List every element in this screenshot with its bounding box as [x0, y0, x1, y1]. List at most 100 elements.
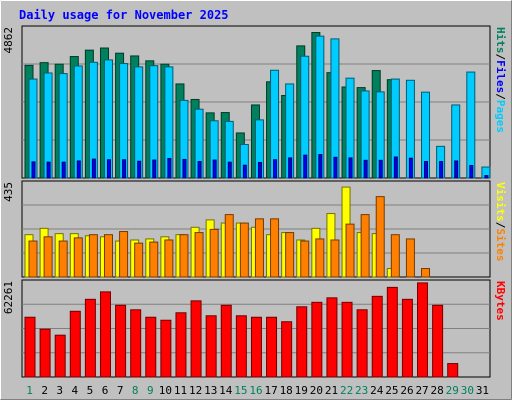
bar: [315, 238, 325, 278]
bar: [326, 297, 338, 378]
legend-entry: /: [494, 93, 507, 100]
x-tick-label: 24: [370, 384, 384, 397]
x-tick-label: 2: [41, 384, 48, 397]
bar: [134, 242, 144, 278]
x-tick-label: 14: [219, 384, 233, 397]
bar: [330, 239, 340, 278]
bar: [363, 159, 368, 179]
bar: [76, 160, 81, 179]
x-tick-label: 13: [204, 384, 217, 397]
x-tick-label: 31: [476, 384, 489, 397]
bar: [61, 161, 66, 179]
bar: [43, 236, 53, 278]
bar: [190, 300, 202, 378]
bar: [285, 232, 295, 278]
legend-entry: Hits: [494, 27, 507, 54]
bar: [179, 234, 189, 278]
x-tick-label: 27: [415, 384, 428, 397]
bar: [390, 234, 400, 278]
bar: [439, 161, 444, 179]
bar: [345, 223, 355, 278]
bar: [408, 157, 413, 179]
bar: [88, 234, 98, 278]
bar: [454, 160, 459, 179]
bar: [152, 159, 157, 179]
bar: [300, 240, 310, 278]
bar: [371, 295, 383, 378]
x-tick-label: 21: [325, 384, 338, 397]
bar: [378, 159, 383, 179]
bar: [257, 161, 262, 179]
x-tick-label: 7: [117, 384, 124, 397]
bar: [194, 232, 204, 278]
panel-kbytes: 62261 KBytes: [2, 279, 507, 378]
bar: [227, 161, 232, 179]
bar: [311, 301, 323, 378]
x-tick-label: 1: [26, 384, 33, 397]
legend-entry: /: [494, 54, 507, 61]
bar: [103, 234, 113, 278]
x-tick-label: 16: [249, 384, 262, 397]
x-tick-label: 15: [234, 384, 247, 397]
bar: [167, 158, 172, 179]
bar: [160, 319, 172, 378]
legend-entry: KBytes: [494, 281, 507, 321]
x-tick-label: 17: [264, 384, 277, 397]
bar: [212, 159, 217, 179]
x-tick-label: 5: [87, 384, 94, 397]
bar: [46, 161, 51, 179]
panel-hits-files-pages: 4862 Hits/Files/Pages: [2, 25, 507, 179]
x-tick-label: 3: [56, 384, 63, 397]
bar: [84, 298, 96, 378]
bar: [28, 240, 38, 278]
x-tick-label: 11: [174, 384, 187, 397]
bar: [239, 222, 249, 278]
bar: [24, 316, 36, 378]
bar: [484, 175, 489, 179]
bar: [356, 309, 368, 378]
x-tick-label: 12: [189, 384, 202, 397]
legend: Visits/Sites: [494, 182, 507, 262]
bar: [91, 158, 96, 179]
y-max-label: 435: [2, 182, 15, 202]
legend-entry: Pages: [494, 100, 507, 133]
bar: [447, 363, 459, 378]
bar: [375, 196, 385, 278]
bar: [250, 316, 262, 378]
bar: [333, 156, 338, 179]
bar: [254, 218, 264, 278]
bar: [31, 161, 36, 179]
bar: [421, 268, 431, 278]
bar: [73, 237, 83, 278]
y-max-label: 62261: [2, 281, 15, 314]
bar: [137, 160, 142, 179]
legend-entry: Files: [494, 60, 507, 93]
bar: [393, 156, 398, 179]
x-tick-label: 25: [385, 384, 398, 397]
bar: [288, 157, 293, 179]
y-max-label: 4862: [2, 27, 15, 54]
bar: [58, 240, 68, 278]
bar: [69, 310, 81, 378]
bar: [296, 306, 308, 378]
bar: [209, 228, 219, 278]
legend: KBytes: [494, 281, 507, 321]
x-tick-label: 4: [72, 384, 79, 397]
legend-entry: Sites: [494, 228, 507, 261]
bar: [205, 315, 217, 378]
bar: [360, 214, 370, 278]
x-tick-label: 30: [461, 384, 474, 397]
x-tick-label: 28: [431, 384, 444, 397]
bar: [224, 214, 234, 278]
bar: [348, 157, 353, 179]
x-tick-label: 8: [132, 384, 139, 397]
x-axis-labels: 1 2 3 4 5 6 7 8 9 10 11 12 13 14 15 16 17 18 19 20 21 22 23 24 2…: [26, 384, 489, 397]
bar: [175, 312, 187, 378]
bar: [266, 316, 278, 378]
bar: [405, 238, 415, 278]
x-tick-label: 22: [340, 384, 353, 397]
legend-entry: /: [494, 222, 507, 229]
bar: [122, 159, 127, 179]
x-tick-label: 20: [310, 384, 323, 397]
